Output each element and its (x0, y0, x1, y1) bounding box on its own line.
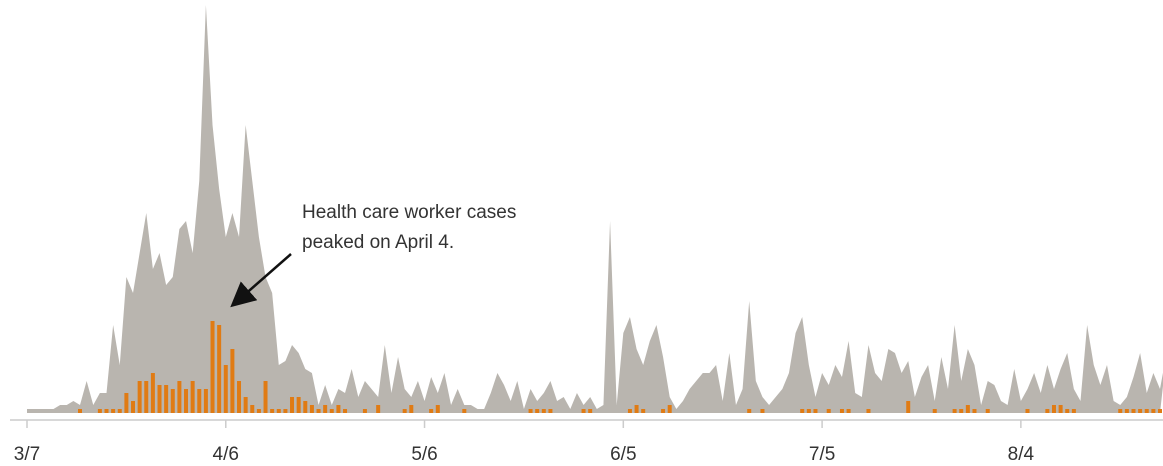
annotation: peaked on April 4. (302, 232, 454, 253)
x-tick-label: 8/4 (1008, 444, 1035, 465)
bar (316, 409, 321, 413)
bar (164, 385, 169, 413)
bar (376, 405, 381, 413)
bar (462, 409, 467, 413)
bar (667, 405, 672, 413)
bar (661, 409, 666, 413)
bar (217, 325, 222, 413)
bar (760, 409, 765, 413)
bar (959, 409, 964, 413)
bar (197, 389, 202, 413)
bar (528, 409, 533, 413)
bar (270, 409, 275, 413)
bar (303, 401, 308, 413)
x-tick-label: 3/7 (14, 444, 40, 465)
bar (409, 405, 414, 413)
bar (813, 409, 818, 413)
bar (131, 401, 136, 413)
bar (906, 401, 911, 413)
bar (124, 393, 129, 413)
bar (343, 409, 348, 413)
bar (323, 405, 328, 413)
bar (1065, 409, 1070, 413)
marks (27, 5, 1163, 413)
bar (541, 409, 546, 413)
bar (1058, 405, 1063, 413)
bar (985, 409, 990, 413)
area (27, 5, 1163, 413)
bar (1151, 409, 1156, 413)
bar (150, 373, 155, 413)
bar (846, 409, 851, 413)
bar (203, 389, 208, 413)
bar (296, 397, 301, 413)
bar (747, 409, 752, 413)
bar (952, 409, 957, 413)
bar (184, 389, 189, 413)
bar (435, 405, 440, 413)
bar (932, 409, 937, 413)
bar (117, 409, 122, 413)
bar (1045, 409, 1050, 413)
bar (1071, 409, 1076, 413)
bar (190, 381, 195, 413)
bar (276, 409, 281, 413)
bar (97, 409, 102, 413)
bar (641, 409, 646, 413)
bar (336, 405, 341, 413)
bar (634, 405, 639, 413)
bar (111, 409, 116, 413)
bar (157, 385, 162, 413)
bar (144, 381, 149, 413)
bar (256, 409, 261, 413)
bar (283, 409, 288, 413)
bar (362, 409, 367, 413)
bar (826, 409, 831, 413)
bar (866, 409, 871, 413)
bar (402, 409, 407, 413)
bar (104, 409, 109, 413)
bar (177, 381, 182, 413)
bar (627, 409, 632, 413)
bar (1144, 409, 1149, 413)
x-tick-label: 5/6 (411, 444, 437, 465)
bar (329, 409, 334, 413)
bar (581, 409, 586, 413)
bar (1118, 409, 1123, 413)
bar (839, 409, 844, 413)
bar (290, 397, 295, 413)
bar (137, 381, 142, 413)
bar (309, 405, 314, 413)
x-tick-label: 4/6 (213, 444, 239, 465)
bar (535, 409, 540, 413)
bar (1131, 409, 1136, 413)
bar (1025, 409, 1030, 413)
bar (588, 409, 593, 413)
bar (429, 409, 434, 413)
annotation: Health care worker cases (302, 202, 516, 223)
bar (800, 409, 805, 413)
x-tick-label: 7/5 (809, 444, 835, 465)
bar (78, 409, 83, 413)
bar (1051, 405, 1056, 413)
bar (965, 405, 970, 413)
bar (1124, 409, 1129, 413)
bar (250, 405, 255, 413)
bar (1158, 409, 1162, 413)
annotation-arrow (230, 253, 292, 308)
bar (243, 397, 248, 413)
bar (972, 409, 977, 413)
bar (263, 381, 268, 413)
bar (230, 349, 235, 413)
bar (1138, 409, 1143, 413)
bar (223, 365, 228, 413)
bar (548, 409, 553, 413)
bar (237, 381, 242, 413)
bar (806, 409, 811, 413)
x-tick-label: 6/5 (610, 444, 636, 465)
bar (170, 389, 175, 413)
bar (210, 321, 215, 413)
